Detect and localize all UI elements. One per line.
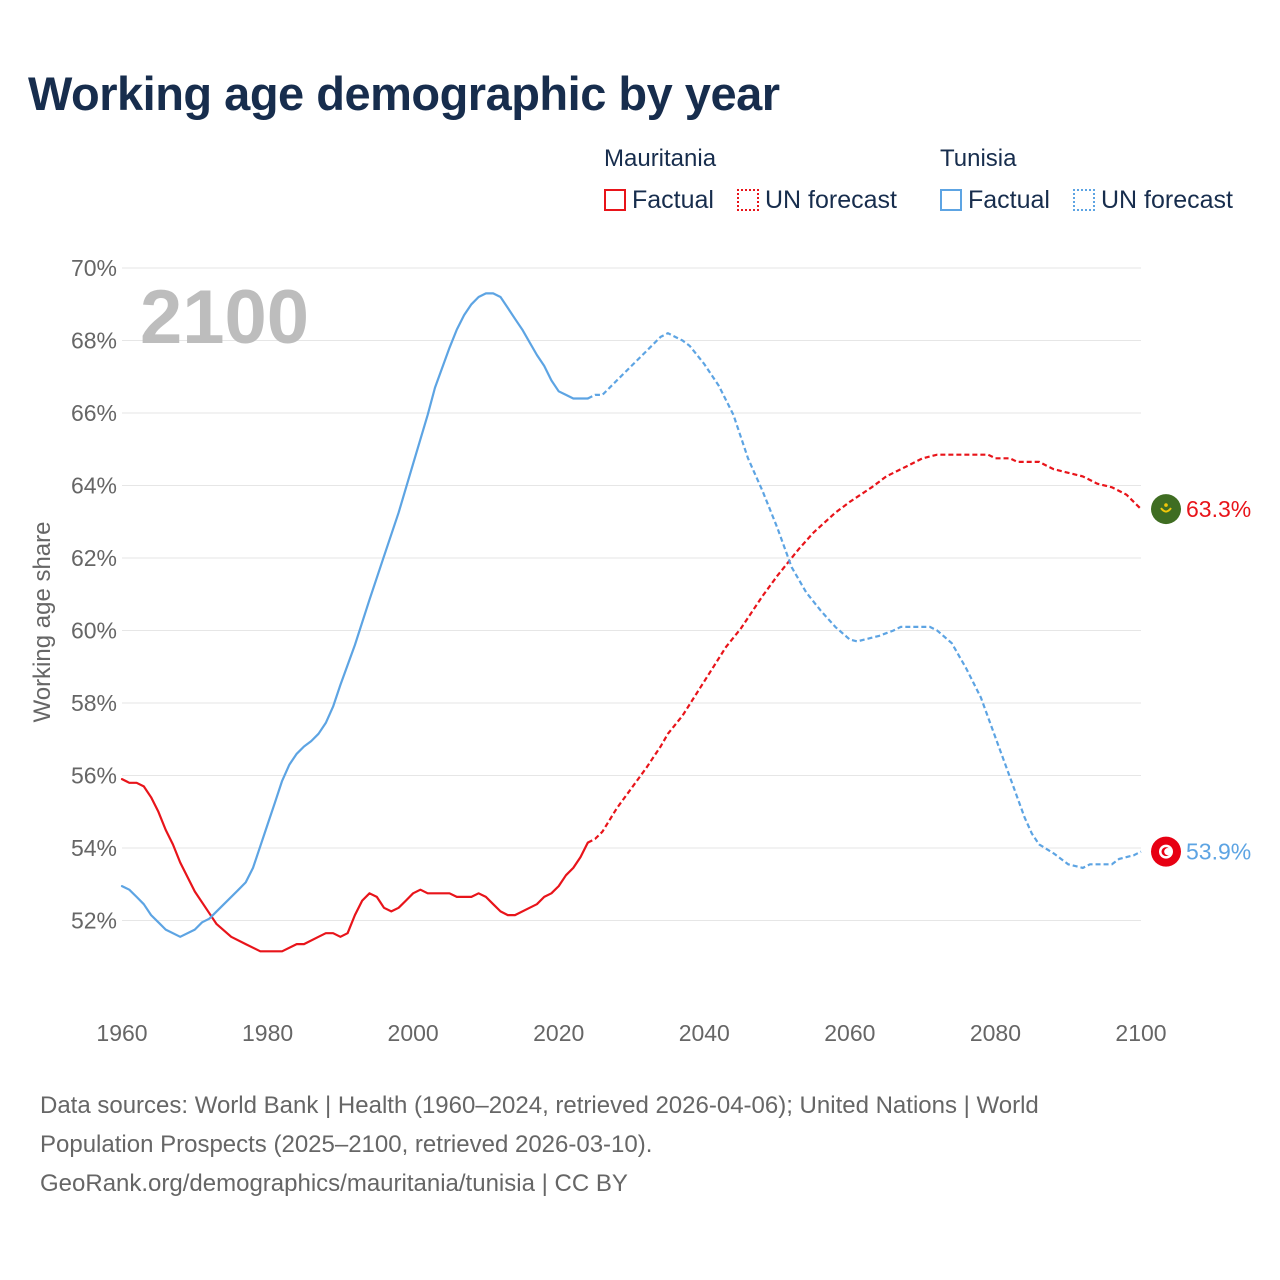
- y-axis-label: Working age share: [29, 522, 56, 723]
- legend-dotted-swatch-icon: [737, 189, 759, 211]
- tunisia-flag-icon: [1151, 836, 1181, 867]
- legend-group-mauritania: Mauritania: [604, 145, 717, 172]
- legend-solid-swatch-icon: [940, 189, 962, 211]
- axis-ticks: 52% 54% 56% 58% 60% 62% 64% 66% 68% 70% 1960 1980 20…: [71, 255, 1167, 1046]
- end-value-label-mauritania: 63.3%: [1186, 496, 1251, 522]
- y-tick-label: 62%: [71, 545, 117, 571]
- footer-line-1: Data sources: World Bank | Health (1960–…: [40, 1092, 1039, 1119]
- year-watermark: 2100: [140, 275, 309, 360]
- x-tick-label: 2020: [533, 1020, 584, 1046]
- footer-link[interactable]: GeoRank.org/demographics/mauritania/tuni…: [40, 1170, 628, 1197]
- x-tick-label: 2080: [970, 1020, 1021, 1046]
- x-tick-label: 2040: [679, 1020, 730, 1046]
- x-tick-label: 1980: [242, 1020, 293, 1046]
- y-tick-label: 54%: [71, 835, 117, 861]
- flag-crescent-cut: [1164, 848, 1172, 856]
- y-tick-label: 60%: [71, 618, 117, 644]
- end-markers: 63.3% 53.9%: [1151, 494, 1251, 867]
- legend-label: UN forecast: [765, 185, 897, 214]
- series-lines: [120, 292, 1142, 953]
- x-tick-label: 2060: [824, 1020, 875, 1046]
- y-tick-label: 70%: [71, 255, 117, 281]
- flag-star: [1164, 503, 1168, 507]
- chart-title: Working age demographic by year: [28, 67, 780, 120]
- footer-sources: Data sources: World Bank | Health (1960–…: [40, 1086, 1240, 1203]
- legend-tunisia-forecast[interactable]: UN forecast: [1073, 185, 1233, 215]
- end-value-label-tunisia: 53.9%: [1186, 839, 1251, 865]
- x-tick-label: 2000: [388, 1020, 439, 1046]
- line-chart: 52% 54% 56% 58% 60% 62% 64% 66% 68% 70% 1960 1980 20…: [29, 255, 1251, 1046]
- series-line-mauritania-factual: [120, 778, 589, 953]
- legend-label: UN forecast: [1101, 185, 1233, 214]
- mauritania-flag-icon: [1151, 494, 1181, 525]
- x-tick-label: 2100: [1115, 1020, 1166, 1046]
- legend-label: Factual: [632, 185, 714, 214]
- legend-tunisia-factual[interactable]: Factual: [940, 185, 1050, 215]
- x-tick-label: 1960: [96, 1020, 147, 1046]
- series-line-tunisia-forecast: [587, 331, 1142, 870]
- legend-mauritania-forecast[interactable]: UN forecast: [737, 185, 897, 215]
- flag-crescent: [1160, 507, 1172, 513]
- y-tick-label: 58%: [71, 690, 117, 716]
- legend-group-tunisia: Tunisia: [940, 145, 1017, 172]
- y-tick-label: 64%: [71, 473, 117, 499]
- footer-line-2: Population Prospects (2025–2100, retriev…: [40, 1131, 653, 1158]
- y-tick-label: 56%: [71, 763, 117, 789]
- legend-dotted-swatch-icon: [1073, 189, 1095, 211]
- series-line-mauritania-forecast: [587, 453, 1142, 844]
- legend-mauritania-factual[interactable]: Factual: [604, 185, 714, 215]
- legend-solid-swatch-icon: [604, 189, 626, 211]
- grid-lines: [122, 267, 1141, 921]
- y-tick-label: 66%: [71, 400, 117, 426]
- legend-label: Factual: [968, 185, 1050, 214]
- y-tick-label: 52%: [71, 908, 117, 934]
- series-line-tunisia-factual: [120, 292, 589, 938]
- flag-disc: [1151, 494, 1181, 525]
- y-tick-label: 68%: [71, 328, 117, 354]
